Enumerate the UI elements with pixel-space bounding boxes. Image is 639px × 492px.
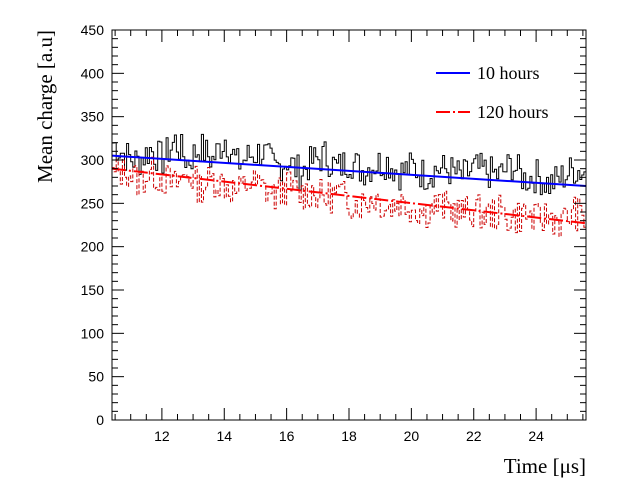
x-tick-label: 16 [279,428,295,444]
y-tick-label: 200 [81,239,105,255]
legend-label-10-hours: 10 hours [477,63,540,83]
x-tick-label: 12 [154,428,170,444]
fit-line-120-hours [111,167,587,225]
histogram-120-hours [112,155,586,237]
y-axis-title: Mean charge [a.u] [33,30,57,183]
y-tick-label: 450 [81,22,105,38]
x-tick-label: 18 [341,428,357,444]
legend-label-120-hours: 120 hours [477,102,549,122]
y-tick-label: 0 [96,412,104,428]
plot-area [111,133,587,237]
histogram-layer [112,133,586,237]
y-tick-label: 400 [81,65,105,81]
histogram-10-hours [112,133,586,196]
fit-line-10-hours [111,154,587,187]
x-tick-label: 22 [466,428,482,444]
y-tick-label: 50 [88,369,104,385]
y-tick-label: 300 [81,152,105,168]
y-axis: 0 50 100 150 200 250 300 350 400 450 [81,22,586,428]
y-tick-label: 100 [81,325,105,341]
fit-layer [111,154,587,225]
y-tick-label: 250 [81,195,105,211]
y-tick-label: 150 [81,282,105,298]
x-axis: 12 14 16 18 20 22 24 [114,30,584,444]
x-tick-label: 20 [404,428,420,444]
x-tick-label: 14 [216,428,232,444]
y-tick-label: 350 [81,109,105,125]
legend: 10 hours 120 hours [436,63,549,122]
x-axis-title: Time [μs] [504,454,586,478]
x-tick-label: 24 [528,428,544,444]
